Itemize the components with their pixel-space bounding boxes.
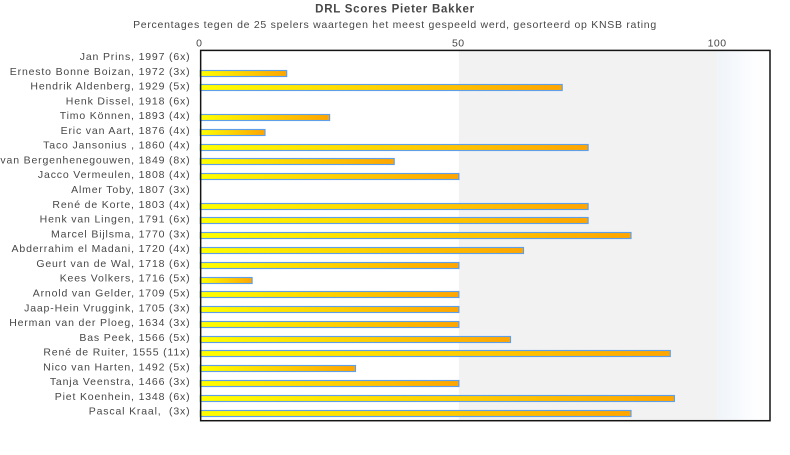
svg-text:Pascal Kraal, (3x): Pascal Kraal, (3x) xyxy=(89,406,191,418)
svg-text:Jan Prins, 1997 (6x): Jan Prins, 1997 (6x) xyxy=(80,51,191,63)
svg-text:Geurt van de Wal, 1718 (6x): Geurt van de Wal, 1718 (6x) xyxy=(36,258,190,270)
svg-text:Jaap-Hein Vruggink, 1705 (3x): Jaap-Hein Vruggink, 1705 (3x) xyxy=(24,302,190,314)
svg-text:Timo Können, 1893 (4x): Timo Können, 1893 (4x) xyxy=(60,110,191,122)
svg-text:Henk Dissel, 1918 (6x): Henk Dissel, 1918 (6x) xyxy=(66,95,191,107)
svg-text:Eric van Aart, 1876 (4x): Eric van Aart, 1876 (4x) xyxy=(61,125,191,137)
svg-text:DRL Scores Pieter Bakker: DRL Scores Pieter Bakker xyxy=(315,3,475,15)
svg-text:Herman van der Ploeg, 1634 (3x: Herman van der Ploeg, 1634 (3x) xyxy=(9,317,190,329)
svg-text:Jacco Vermeulen, 1808 (4x): Jacco Vermeulen, 1808 (4x) xyxy=(38,169,191,181)
svg-text:René de Ruiter, 1555 (11x): René de Ruiter, 1555 (11x) xyxy=(43,347,190,359)
svg-text:Piet Koenhein, 1348 (6x): Piet Koenhein, 1348 (6x) xyxy=(55,391,191,403)
svg-text:Marcel Bijlsma, 1770 (3x): Marcel Bijlsma, 1770 (3x) xyxy=(51,228,190,240)
svg-text:Hendrik Aldenberg, 1929 (5x): Hendrik Aldenberg, 1929 (5x) xyxy=(30,81,190,93)
svg-text:Abderrahim el Madani, 1720 (4x: Abderrahim el Madani, 1720 (4x) xyxy=(12,243,191,255)
svg-text:Taco Jansonius , 1860 (4x): Taco Jansonius , 1860 (4x) xyxy=(43,140,190,152)
svg-text:Kees Volkers, 1716 (5x): Kees Volkers, 1716 (5x) xyxy=(60,273,191,285)
svg-text:René de Korte, 1803 (4x): René de Korte, 1803 (4x) xyxy=(52,199,190,211)
svg-text:Percentages tegen de 25 speler: Percentages tegen de 25 spelers waartege… xyxy=(133,19,657,31)
svg-text:Almer Toby, 1807 (3x): Almer Toby, 1807 (3x) xyxy=(71,184,190,196)
svg-text:Ernesto Bonne Boizan, 1972 (3x: Ernesto Bonne Boizan, 1972 (3x) xyxy=(10,66,191,78)
svg-text:Bas Peek, 1566 (5x): Bas Peek, 1566 (5x) xyxy=(79,332,190,344)
svg-text:100: 100 xyxy=(708,38,727,50)
svg-text:Arnold van Gelder, 1709 (5x): Arnold van Gelder, 1709 (5x) xyxy=(33,287,191,299)
svg-text:Tanja Veenstra, 1466 (3x): Tanja Veenstra, 1466 (3x) xyxy=(50,376,191,388)
svg-text:50: 50 xyxy=(452,38,465,50)
svg-text:van Bergenhenegouwen, 1849 (8x: van Bergenhenegouwen, 1849 (8x) xyxy=(0,154,190,166)
svg-text:Nico van Harten, 1492 (5x): Nico van Harten, 1492 (5x) xyxy=(43,361,190,373)
svg-text:0: 0 xyxy=(196,38,202,50)
svg-text:Henk van Lingen, 1791 (6x): Henk van Lingen, 1791 (6x) xyxy=(40,214,191,226)
